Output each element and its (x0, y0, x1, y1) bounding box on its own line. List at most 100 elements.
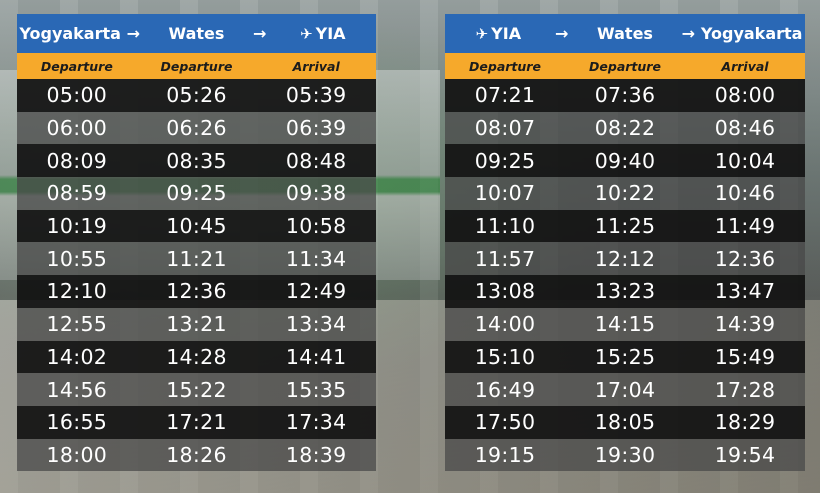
time-cell: 10:45 (166, 214, 227, 239)
table-row: 10:55 11:21 11:34 (17, 242, 376, 276)
route-stop-origin: ✈ YIA (445, 24, 552, 43)
schedule-rows: 05:00 05:26 05:39 06:00 06:26 06:39 08:09 08:35… (17, 79, 376, 472)
time-cell: 15:10 (474, 344, 536, 369)
time-cell: 08:35 (166, 148, 227, 173)
time-cell: 15:25 (594, 344, 656, 369)
route-stop-destination-label: YIA (315, 24, 346, 43)
time-cell: 05:00 (46, 83, 108, 108)
time-cell: 10:46 (714, 181, 776, 206)
table-row: 08:07 08:22 08:46 (445, 111, 805, 145)
table-row: 19:15 19:30 19:54 (445, 438, 805, 472)
table-row: 07:21 07:36 08:00 (445, 79, 805, 112)
time-cell: 19:30 (594, 442, 656, 467)
right-arrow-icon: → (126, 24, 141, 43)
table-row: 09:25 09:40 10:04 (445, 144, 805, 178)
airplane-icon: ✈ (475, 25, 489, 43)
time-cell: 17:04 (594, 377, 656, 402)
time-cell: 15:35 (285, 377, 347, 402)
time-cell: 12:55 (46, 312, 108, 337)
time-cell: 17:50 (474, 410, 536, 435)
airplane-icon: ✈ (300, 25, 313, 43)
time-cell: 08:22 (594, 116, 656, 141)
time-cell: 10:22 (594, 181, 656, 206)
table-row: 11:10 11:25 11:49 (445, 209, 805, 243)
table-row: 05:00 05:26 05:39 (17, 79, 376, 112)
table-row: 14:02 14:28 14:41 (17, 340, 376, 374)
time-cell: 09:25 (474, 148, 536, 173)
time-cell: 08:48 (285, 148, 347, 173)
table-row: 14:56 15:22 15:35 (17, 373, 376, 406)
column-header: Departure (469, 58, 541, 74)
route-stop-destination: Yogyakarta (700, 24, 803, 43)
time-cell: 10:55 (46, 246, 108, 271)
time-cell: 11:49 (714, 214, 776, 239)
route-stop-middle: Wates (597, 24, 653, 43)
table-row: 08:09 08:35 08:48 (17, 144, 376, 178)
time-cell: 12:10 (46, 279, 108, 304)
table-row: 08:59 09:25 09:38 (17, 177, 376, 210)
time-cell: 09:25 (166, 181, 227, 206)
table-row: 14:00 14:15 14:39 (445, 307, 805, 341)
time-cell: 13:08 (474, 279, 536, 304)
table-row: 15:10 15:25 15:49 (445, 340, 805, 374)
time-cell: 12:49 (285, 279, 347, 304)
route-bar: Yogyakarta → Wates → ✈ YIA (17, 14, 376, 53)
route-stop-middle: Wates (168, 24, 225, 43)
column-header: Departure (40, 58, 113, 74)
column-headers: Departure Departure Arrival (17, 53, 376, 79)
time-cell: 14:39 (714, 312, 776, 337)
table-row: 18:00 18:26 18:39 (17, 438, 376, 472)
time-cell: 18:00 (46, 442, 108, 467)
time-cell: 05:26 (166, 83, 227, 108)
table-row: 12:55 13:21 13:34 (17, 307, 376, 341)
time-cell: 11:10 (474, 214, 536, 239)
time-cell: 14:00 (474, 312, 536, 337)
time-cell: 14:41 (285, 344, 347, 369)
time-cell: 17:34 (285, 410, 347, 435)
time-cell: 06:39 (285, 116, 347, 141)
route-bar: ✈ YIA → Wates → Yogyakarta (445, 14, 805, 53)
time-cell: 11:25 (594, 214, 656, 239)
time-cell: 13:21 (166, 312, 227, 337)
time-cell: 10:07 (474, 181, 536, 206)
time-cell: 11:57 (474, 246, 536, 271)
time-cell: 14:02 (46, 344, 108, 369)
column-header: Departure (160, 58, 233, 74)
time-cell: 12:36 (166, 279, 227, 304)
time-cell: 09:40 (594, 148, 656, 173)
time-cell: 17:21 (166, 410, 227, 435)
time-cell: 13:47 (714, 279, 776, 304)
time-cell: 10:19 (46, 214, 108, 239)
time-cell: 08:46 (714, 116, 776, 141)
time-cell: 10:58 (285, 214, 347, 239)
table-row: 13:08 13:23 13:47 (445, 275, 805, 308)
time-cell: 17:28 (714, 377, 776, 402)
route-stop-origin: Yogyakarta (19, 24, 121, 43)
right-arrow-icon: → (252, 24, 267, 43)
time-cell: 12:36 (714, 246, 776, 271)
column-header: Departure (589, 58, 661, 74)
table-row: 10:19 10:45 10:58 (17, 209, 376, 243)
table-row: 10:07 10:22 10:46 (445, 177, 805, 210)
table-row: 12:10 12:36 12:49 (17, 275, 376, 308)
table-row: 17:50 18:05 18:29 (445, 405, 805, 439)
time-cell: 19:54 (714, 442, 776, 467)
time-cell: 16:55 (46, 410, 108, 435)
time-cell: 08:00 (714, 83, 776, 108)
schedule-rows: 07:21 07:36 08:00 08:07 08:22 08:46 09:25 09:40… (445, 79, 805, 472)
time-cell: 13:34 (285, 312, 347, 337)
time-cell: 15:22 (166, 377, 227, 402)
column-headers: Departure Departure Arrival (445, 53, 805, 79)
column-header: Arrival (721, 58, 769, 74)
right-arrow-icon: → (681, 24, 696, 43)
column-header: Arrival (292, 58, 340, 74)
timetable-yia-to-yogyakarta: ✈ YIA → Wates → Yogyakarta Departure Depa… (445, 14, 805, 472)
time-cell: 18:29 (714, 410, 776, 435)
time-cell: 08:07 (474, 116, 536, 141)
table-row: 06:00 06:26 06:39 (17, 111, 376, 145)
right-arrow-icon: → (554, 24, 569, 43)
route-stop-destination: ✈ YIA (270, 24, 376, 43)
time-cell: 07:21 (474, 83, 536, 108)
time-cell: 06:26 (166, 116, 227, 141)
time-cell: 08:59 (46, 181, 108, 206)
